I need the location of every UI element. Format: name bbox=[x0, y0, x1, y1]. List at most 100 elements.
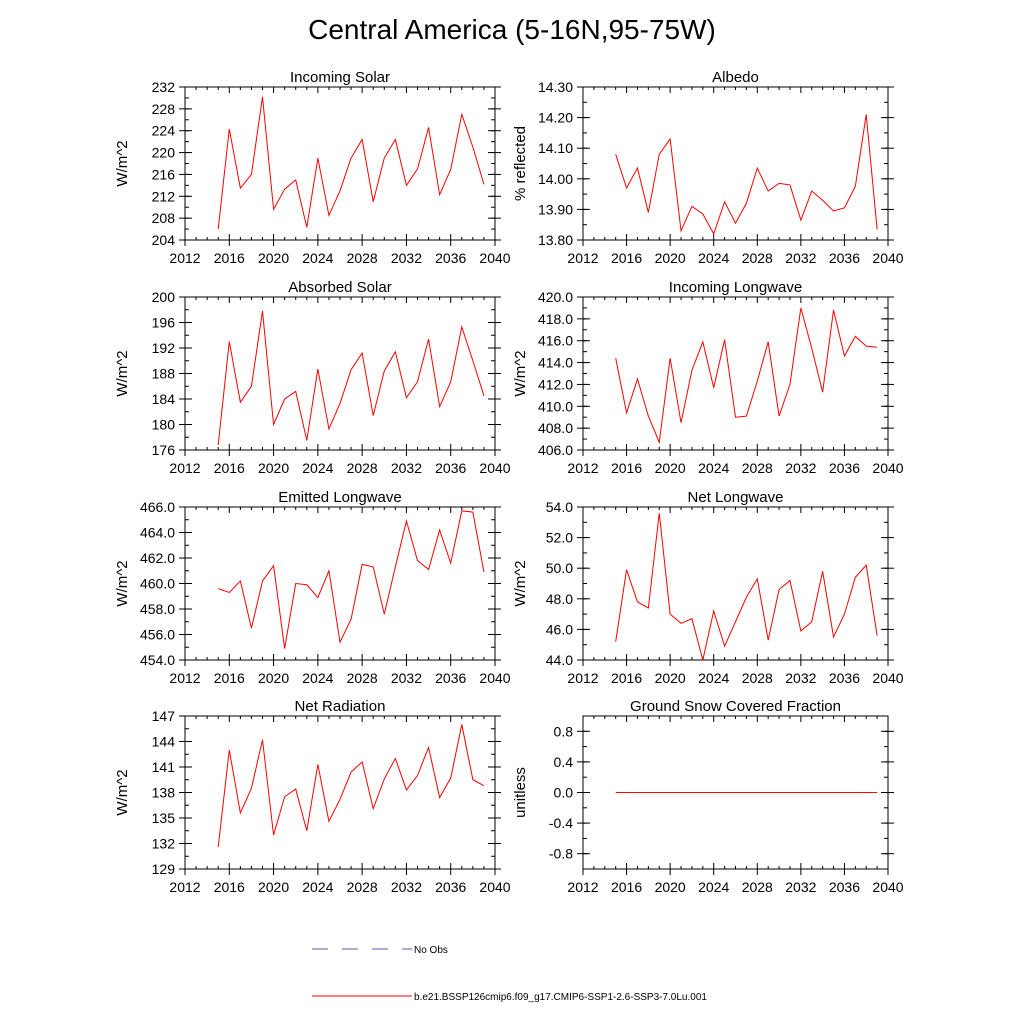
plot-frame bbox=[582, 296, 889, 451]
x-tick-label: 2028 bbox=[347, 460, 378, 476]
y-tick-label: 52.0 bbox=[546, 530, 573, 546]
y-tick-label: -0.4 bbox=[549, 815, 573, 831]
y-tick-label: 14.30 bbox=[538, 79, 573, 95]
panel-title: Ground Snow Covered Fraction bbox=[630, 698, 841, 715]
x-tick-label: 2028 bbox=[347, 670, 378, 686]
x-tick-label: 2016 bbox=[214, 250, 245, 266]
y-tick-label: 456.0 bbox=[140, 627, 175, 643]
x-tick-label: 2032 bbox=[391, 250, 422, 266]
y-tick-label: 224 bbox=[152, 123, 176, 139]
x-tick-label: 2040 bbox=[479, 670, 510, 686]
plot-frame bbox=[184, 86, 496, 241]
y-tick-label: 184 bbox=[152, 391, 176, 407]
x-tick-label: 2024 bbox=[302, 670, 333, 686]
x-tick-label: 2020 bbox=[655, 670, 686, 686]
x-tick-label: 2012 bbox=[169, 879, 200, 895]
series-line-model bbox=[615, 114, 878, 236]
y-tick-label: 228 bbox=[152, 101, 176, 117]
y-tick-label: 14.20 bbox=[538, 110, 573, 126]
x-tick-label: 2032 bbox=[785, 670, 816, 686]
series-line-model bbox=[217, 96, 485, 230]
y-tick-label: 196 bbox=[152, 315, 176, 331]
y-tick-label: 416.0 bbox=[538, 333, 573, 349]
x-tick-label: 2040 bbox=[872, 460, 903, 476]
y-tick-label: 464.0 bbox=[140, 525, 175, 541]
x-tick-label: 2016 bbox=[214, 460, 245, 476]
y-tick-label: 216 bbox=[152, 166, 176, 182]
panel-title: Incoming Longwave bbox=[669, 279, 802, 296]
x-tick-label: 2024 bbox=[302, 460, 333, 476]
chart-absorbed-solar: Absorbed Solar W/m^2 2012 2016 2020 2024 2028 2… bbox=[114, 279, 511, 476]
y-tick-label: 144 bbox=[152, 734, 176, 750]
plot-frame bbox=[184, 715, 496, 870]
x-tick-label: 2032 bbox=[391, 460, 422, 476]
y-tick-label: 420.0 bbox=[538, 289, 573, 305]
panel-title: Absorbed Solar bbox=[288, 279, 391, 296]
x-tick-label: 2036 bbox=[435, 879, 466, 895]
y-tick-label: 208 bbox=[152, 210, 176, 226]
x-tick-label: 2036 bbox=[435, 250, 466, 266]
x-tick-label: 2024 bbox=[302, 879, 333, 895]
x-tick-label: 2016 bbox=[611, 670, 642, 686]
x-tick-label: 2016 bbox=[611, 460, 642, 476]
chart-emitted-longwave: Emitted Longwave W/m^2 2012 2016 2020 2024 202… bbox=[114, 489, 511, 686]
x-tick-label: 2012 bbox=[567, 250, 598, 266]
panel-title: Incoming Solar bbox=[290, 69, 390, 86]
legend-model-label: b.e21.BSSP126cmip6.f09_g17.CMIP6-SSP1-2.… bbox=[414, 992, 707, 1003]
x-tick-label: 2028 bbox=[742, 670, 773, 686]
y-axis-label: W/m^2 bbox=[114, 140, 131, 186]
x-tick-label: 2036 bbox=[435, 460, 466, 476]
series-line-model bbox=[217, 724, 485, 847]
y-tick-label: 192 bbox=[152, 340, 176, 356]
x-tick-label: 2028 bbox=[742, 250, 773, 266]
y-tick-label: 0.0 bbox=[554, 785, 574, 801]
y-tick-label: 44.0 bbox=[546, 652, 573, 668]
y-tick-label: 138 bbox=[152, 785, 176, 801]
y-tick-label: 13.90 bbox=[538, 201, 573, 217]
y-axis-label: W/m^2 bbox=[114, 560, 131, 606]
y-tick-label: 408.0 bbox=[538, 420, 573, 436]
x-tick-label: 2012 bbox=[169, 250, 200, 266]
x-tick-label: 2028 bbox=[742, 879, 773, 895]
y-tick-label: 180 bbox=[152, 417, 176, 433]
y-tick-label: 50.0 bbox=[546, 560, 573, 576]
panel-title: Emitted Longwave bbox=[278, 489, 401, 506]
x-tick-label: 2020 bbox=[655, 879, 686, 895]
x-tick-label: 2040 bbox=[872, 250, 903, 266]
x-tick-label: 2020 bbox=[655, 460, 686, 476]
panel-title: Albedo bbox=[712, 69, 759, 86]
x-tick-label: 2024 bbox=[302, 250, 333, 266]
y-tick-label: 129 bbox=[152, 861, 176, 877]
y-tick-label: 176 bbox=[152, 442, 176, 458]
y-tick-label: 54.0 bbox=[546, 499, 573, 515]
x-tick-label: 2036 bbox=[435, 670, 466, 686]
y-tick-label: 200 bbox=[152, 289, 176, 305]
y-tick-label: 141 bbox=[152, 759, 176, 775]
y-tick-label: 414.0 bbox=[538, 355, 573, 371]
y-tick-label: 188 bbox=[152, 366, 176, 382]
x-tick-label: 2020 bbox=[258, 670, 289, 686]
series-line-model bbox=[615, 307, 878, 445]
x-tick-label: 2036 bbox=[829, 670, 860, 686]
x-tick-label: 2012 bbox=[567, 879, 598, 895]
x-tick-label: 2040 bbox=[479, 460, 510, 476]
chart-net-longwave: Net Longwave W/m^2 2012 2016 2020 2024 2028 203… bbox=[512, 489, 904, 686]
plot-frame bbox=[184, 506, 496, 661]
chart-ground-snow-covered-fraction: Ground Snow Covered Fraction unitless 2012… bbox=[512, 698, 904, 895]
x-tick-label: 2040 bbox=[872, 879, 903, 895]
chart-albedo: Albedo % reflected 2012 2016 2020 2024 2028 203… bbox=[512, 69, 904, 266]
y-tick-label: 13.80 bbox=[538, 232, 573, 248]
chart-incoming-longwave: Incoming Longwave W/m^2 2012 2016 2020 2024 20… bbox=[512, 279, 904, 476]
y-tick-label: 418.0 bbox=[538, 311, 573, 327]
x-tick-label: 2012 bbox=[169, 460, 200, 476]
x-tick-label: 2020 bbox=[258, 250, 289, 266]
y-tick-label: 212 bbox=[152, 188, 176, 204]
x-tick-label: 2012 bbox=[169, 670, 200, 686]
x-tick-label: 2028 bbox=[742, 460, 773, 476]
x-tick-label: 2032 bbox=[391, 879, 422, 895]
chart-net-radiation: Net Radiation W/m^2 2012 2016 2020 2024 2028 20… bbox=[114, 698, 511, 895]
x-tick-label: 2040 bbox=[479, 879, 510, 895]
x-tick-label: 2032 bbox=[785, 879, 816, 895]
panel-title: Net Longwave bbox=[688, 489, 784, 506]
x-tick-label: 2016 bbox=[214, 670, 245, 686]
